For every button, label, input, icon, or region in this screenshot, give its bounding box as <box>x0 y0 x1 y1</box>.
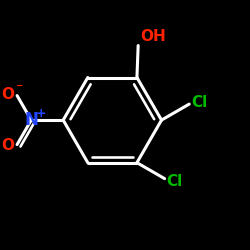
Text: OH: OH <box>140 29 166 44</box>
Text: +: + <box>35 107 46 120</box>
Text: N: N <box>24 111 38 129</box>
Text: O: O <box>2 138 15 153</box>
Text: Cl: Cl <box>191 96 208 110</box>
Text: Cl: Cl <box>166 174 182 188</box>
Text: ⁻: ⁻ <box>15 81 22 95</box>
Text: O: O <box>2 87 15 102</box>
